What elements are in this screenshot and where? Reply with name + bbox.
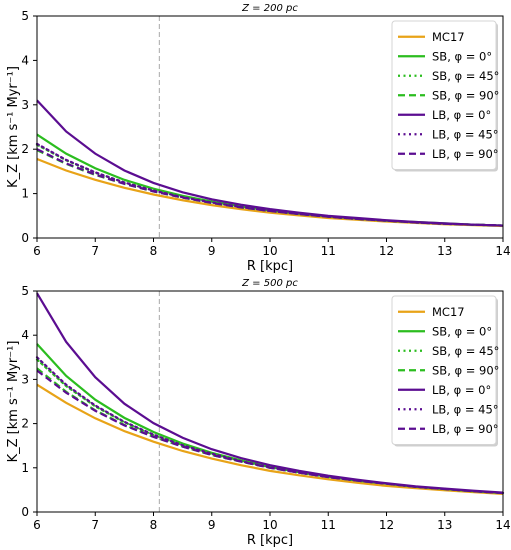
x-tick-label: 7 xyxy=(91,518,99,532)
chart-title: Z = 500 pc xyxy=(241,278,298,289)
legend: MC17 SB, φ = 0° SB, φ = 45° SB, φ = 90° LB, … xyxy=(391,20,499,172)
x-tick-label: 7 xyxy=(91,244,99,258)
legend-label-3: SB, φ = 45° xyxy=(432,69,499,83)
y-tick-label: 2 xyxy=(21,142,29,156)
y-tick-label: 4 xyxy=(21,328,29,342)
x-axis-label: R [kpc] xyxy=(247,533,293,548)
legend-label-6: LB, φ = 45° xyxy=(432,402,499,416)
y-tick-label: 5 xyxy=(21,9,29,23)
series-line-1 xyxy=(36,383,504,495)
legend-label-1: MC17 xyxy=(432,305,465,319)
legend-label-4: SB, φ = 90° xyxy=(432,88,499,102)
legend-label-3: SB, φ = 45° xyxy=(432,344,499,358)
series-line-7 xyxy=(36,148,504,227)
legend-label-7: LB, φ = 90° xyxy=(432,422,499,436)
x-tick-label: 11 xyxy=(321,518,336,532)
series-line-7 xyxy=(36,369,504,495)
legend-box xyxy=(391,295,497,445)
y-tick-label: 3 xyxy=(21,372,29,386)
x-tick-label: 14 xyxy=(495,244,510,258)
x-axis-label: R [kpc] xyxy=(247,259,293,274)
x-tick-label: 8 xyxy=(150,518,158,532)
x-tick-label: 11 xyxy=(321,244,336,258)
y-tick-label: 5 xyxy=(21,284,29,298)
legend-label-6: LB, φ = 45° xyxy=(432,127,499,141)
x-tick-label: 6 xyxy=(33,518,41,532)
y-tick-label: 4 xyxy=(21,53,29,67)
x-tick-label: 13 xyxy=(437,244,452,258)
y-tick-label: 0 xyxy=(21,231,29,245)
x-tick-label: 12 xyxy=(379,518,394,532)
x-tick-label: 8 xyxy=(150,244,158,258)
y-tick-label: 0 xyxy=(21,505,29,519)
chart-title: Z = 200 pc xyxy=(241,3,298,14)
legend-label-5: LB, φ = 0° xyxy=(432,108,491,122)
legend-label-7: LB, φ = 90° xyxy=(432,147,499,161)
x-tick-label: 14 xyxy=(495,518,510,532)
y-tick-label: 3 xyxy=(21,98,29,112)
y-tick-label: 1 xyxy=(21,461,29,475)
y-axis-label: K_Z [km s⁻¹ Myr⁻¹] xyxy=(6,341,21,463)
legend-label-5: LB, φ = 0° xyxy=(432,383,491,397)
legend-label-1: MC17 xyxy=(432,30,465,44)
x-tick-label: 9 xyxy=(208,518,216,532)
x-tick-label: 6 xyxy=(33,244,41,258)
y-axis-label: K_Z [km s⁻¹ Myr⁻¹] xyxy=(6,66,21,188)
y-tick-label: 2 xyxy=(21,417,29,431)
x-tick-label: 9 xyxy=(208,244,216,258)
legend-label-2: SB, φ = 0° xyxy=(432,49,492,63)
x-tick-label: 12 xyxy=(379,244,394,258)
legend-label-2: SB, φ = 0° xyxy=(432,324,492,338)
x-tick-label: 10 xyxy=(262,244,277,258)
legend: MC17 SB, φ = 0° SB, φ = 45° SB, φ = 90° LB, … xyxy=(391,295,499,447)
legend-label-4: SB, φ = 90° xyxy=(432,363,499,377)
legend-box xyxy=(391,20,497,170)
x-tick-label: 10 xyxy=(262,518,277,532)
x-tick-label: 13 xyxy=(437,518,452,532)
y-tick-label: 1 xyxy=(21,187,29,201)
